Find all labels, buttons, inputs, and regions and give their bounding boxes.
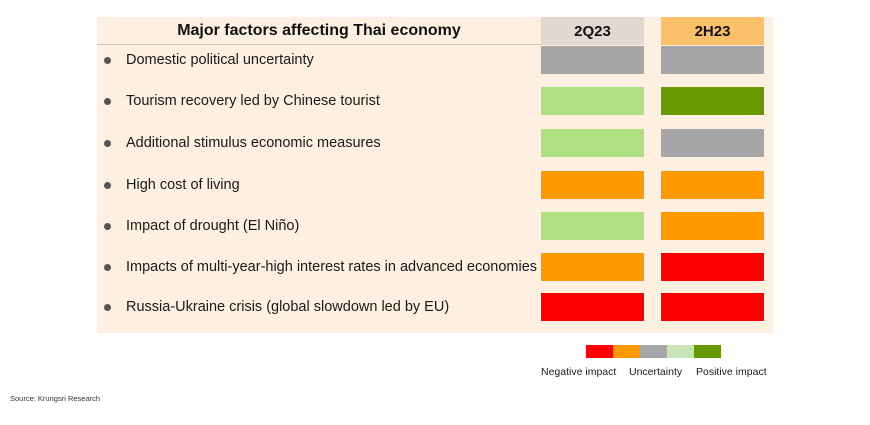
table-title: Major factors affecting Thai economy <box>177 22 461 39</box>
column-header-2h23: 2H23 <box>661 17 764 45</box>
factor-label-text: Additional stimulus economic measures <box>126 135 381 151</box>
impact-cell-2q23 <box>541 253 644 281</box>
impact-cell-2h23 <box>661 46 764 74</box>
factor-label: Tourism recovery led by Chinese tourist <box>104 87 380 115</box>
legend-swatch <box>613 345 640 358</box>
impact-cell-2q23 <box>541 212 644 240</box>
impact-cell-2h23 <box>661 293 764 321</box>
bullet-icon <box>104 222 111 230</box>
impact-cell-2q23 <box>541 293 644 321</box>
legend-label-negative: Negative impact <box>541 366 617 378</box>
bullet-icon <box>104 56 111 64</box>
impact-cell-2h23 <box>661 129 764 157</box>
impact-cell-2h23 <box>661 212 764 240</box>
table-panel <box>97 17 773 333</box>
factor-label-text: Domestic political uncertainty <box>126 52 314 68</box>
impact-cell-2q23 <box>541 171 644 199</box>
factor-label: Additional stimulus economic measures <box>104 129 381 157</box>
factor-label-text: Tourism recovery led by Chinese tourist <box>126 93 380 109</box>
impact-cell-2h23 <box>661 171 764 199</box>
factor-label-text: Impacts of multi-year-high interest rate… <box>126 259 538 275</box>
impact-cell-2h23 <box>661 87 764 115</box>
impact-cell-2q23 <box>541 129 644 157</box>
legend-label-uncertainty: Uncertainty <box>629 366 683 378</box>
factor-label-text: High cost of living <box>126 177 240 193</box>
impact-cell-2h23 <box>661 253 764 281</box>
legend-swatch <box>667 345 694 358</box>
bullet-icon <box>104 97 111 105</box>
impact-cell-2q23 <box>541 87 644 115</box>
factor-label: Russia-Ukraine crisis (global slowdown l… <box>104 293 449 321</box>
bullet-icon <box>104 303 111 311</box>
title-divider <box>97 44 541 45</box>
factor-label: Domestic political uncertainty <box>104 46 314 74</box>
bullet-icon <box>104 139 111 147</box>
factor-label: High cost of living <box>104 171 240 199</box>
factor-label: Impacts of multi-year-high interest rate… <box>104 253 537 281</box>
factor-label: Impact of drought (El Niño) <box>104 212 299 240</box>
bullet-icon <box>104 181 111 189</box>
legend-swatch <box>694 345 721 358</box>
factor-label-text: Russia-Ukraine crisis (global slowdown l… <box>126 299 450 315</box>
impact-cell-2q23 <box>541 46 644 74</box>
legend-label-positive: Positive impact <box>696 366 767 378</box>
source-note: Source: Krungsri Research <box>10 394 101 403</box>
column-header-2q23: 2Q23 <box>541 17 644 45</box>
bullet-icon <box>104 263 111 271</box>
factor-label-text: Impact of drought (El Niño) <box>126 218 300 234</box>
legend-swatch <box>640 345 667 358</box>
legend-swatch <box>586 345 613 358</box>
